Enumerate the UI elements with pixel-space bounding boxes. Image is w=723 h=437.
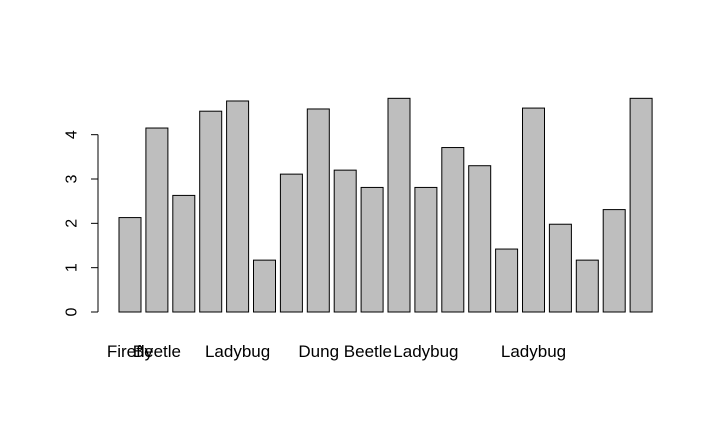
y-tick-label-3: 3 — [64, 174, 81, 183]
x-label-15: Ladybug — [501, 342, 566, 361]
bar-8 — [333, 169, 357, 313]
bar-10 — [387, 97, 411, 313]
bar-15 — [522, 107, 545, 313]
y-tick-label-0: 0 — [64, 307, 81, 316]
x-label-4: Ladybug — [205, 342, 270, 361]
bar-6 — [279, 173, 303, 313]
bar-1 — [145, 127, 169, 313]
bar-11 — [414, 186, 438, 313]
x-label-8: Dung Beetle — [298, 342, 392, 361]
y-tick-label-2: 2 — [64, 219, 81, 228]
x-label-1: Beetle — [133, 342, 181, 361]
bar-9 — [360, 186, 384, 313]
y-ticks: 0 1 2 3 4 — [64, 130, 98, 316]
bars-group — [118, 97, 653, 313]
bar-13 — [468, 165, 492, 313]
bar-5 — [253, 259, 276, 313]
bar-0 — [118, 217, 142, 313]
y-axis: 0 1 2 3 4 — [64, 130, 99, 316]
y-tick-label-1: 1 — [64, 263, 81, 272]
bar-18 — [602, 209, 626, 313]
x-label-11: Ladybug — [393, 342, 458, 361]
bar-16 — [548, 223, 572, 313]
bar-19 — [629, 97, 653, 313]
x-label-0: Firefly — [107, 342, 154, 361]
bar-4 — [226, 100, 250, 313]
bar-7 — [306, 108, 330, 313]
bar-2 — [172, 194, 196, 313]
bar-17 — [575, 259, 599, 313]
bar-12 — [441, 147, 465, 313]
y-tick-label-4: 4 — [64, 130, 81, 139]
bar-3 — [199, 110, 223, 313]
bar-14 — [495, 248, 519, 313]
